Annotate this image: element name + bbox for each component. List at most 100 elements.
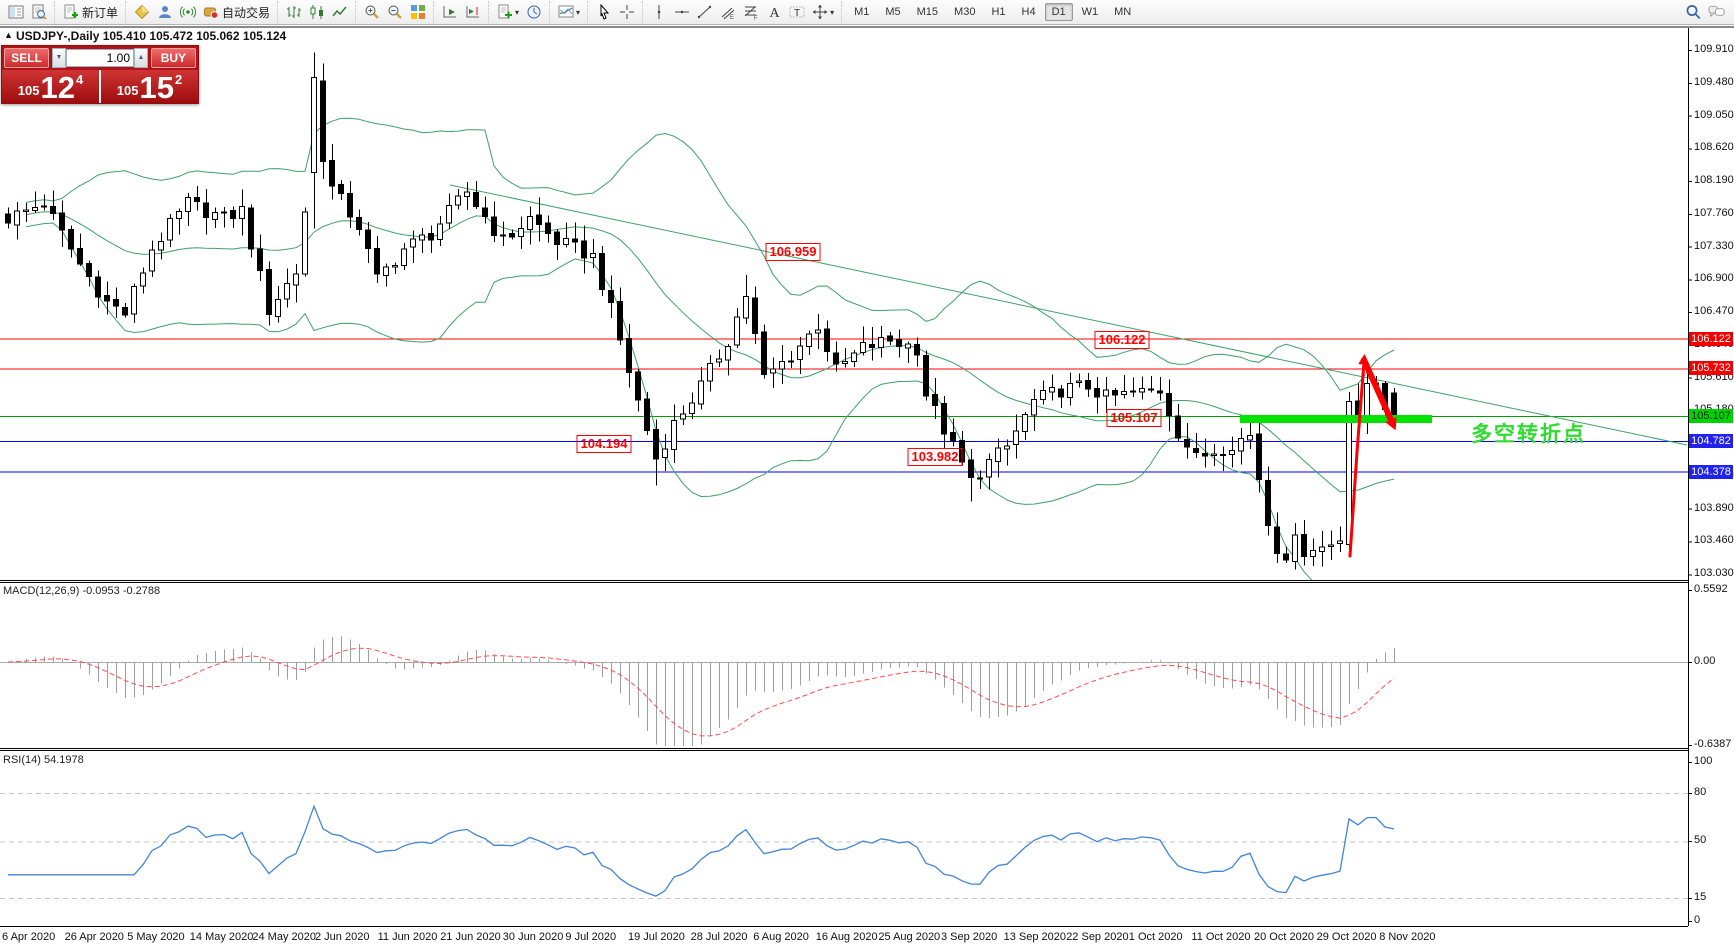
- chart-shift-button[interactable]: [461, 1, 484, 23]
- price-callout-106.122[interactable]: 106.122: [1094, 331, 1150, 349]
- toolbar-group: ▾: [549, 1, 587, 23]
- auto-scroll-icon: [441, 4, 458, 20]
- date-tick-label: 8 Nov 2020: [1379, 931, 1436, 943]
- toolbar-group: [587, 1, 642, 23]
- line-chart-button[interactable]: [328, 1, 351, 23]
- trade-panel-prices: 105 12 4 105 15 2: [2, 70, 198, 103]
- date-tick-label: 24 May 2020: [252, 931, 316, 943]
- date-tick-label: 13 Sep 2020: [1003, 931, 1066, 943]
- volume-decrease-button[interactable]: ▼: [52, 48, 66, 68]
- date-tick-label: 20 Oct 2020: [1254, 931, 1314, 943]
- svg-text:A: A: [769, 6, 780, 20]
- dropdown-arrow-icon: ▾: [515, 7, 520, 17]
- svg-text:T: T: [794, 8, 800, 19]
- data-window-button[interactable]: [27, 1, 50, 23]
- arrows-icon: [811, 4, 828, 20]
- fibonacci-button[interactable]: F: [739, 1, 762, 23]
- chart-template-button[interactable]: ▾: [554, 1, 583, 23]
- candle-chart-button[interactable]: [305, 1, 328, 23]
- crosshair-button[interactable]: [615, 1, 638, 23]
- cursor-button[interactable]: [592, 1, 615, 23]
- toolbar-group: [0, 1, 54, 23]
- label-button[interactable]: T: [785, 1, 808, 23]
- period-clock-button[interactable]: [522, 1, 545, 23]
- sell-button[interactable]: SELL: [4, 48, 50, 68]
- buy-price[interactable]: 105 15 2: [101, 70, 198, 103]
- signals-button[interactable]: [176, 1, 199, 23]
- buy-price-sup: 2: [174, 72, 183, 87]
- hline-button[interactable]: [670, 1, 693, 23]
- bar-chart-icon: [285, 4, 302, 20]
- timeframe-m15[interactable]: M15: [916, 6, 939, 18]
- volume-input[interactable]: [66, 49, 134, 67]
- vline-button[interactable]: [647, 1, 670, 23]
- price-callout-103.982[interactable]: 103.982: [907, 448, 963, 466]
- trendline-button[interactable]: [693, 1, 716, 23]
- svg-text:F: F: [754, 16, 758, 21]
- chart-panel-icon: [7, 4, 24, 20]
- chat-icon: [1708, 4, 1725, 20]
- buy-button[interactable]: BUY: [150, 48, 196, 68]
- red-arrow-2[interactable]: [1361, 357, 1395, 425]
- zoom-in-button[interactable]: [360, 1, 383, 23]
- timeframe-mn[interactable]: MN: [1114, 6, 1132, 18]
- metaeditor-button[interactable]: [130, 1, 153, 23]
- timeframe-d1[interactable]: D1: [1044, 3, 1073, 21]
- descending-trendline[interactable]: [449, 184, 1688, 446]
- sell-price[interactable]: 105 12 4: [2, 70, 101, 103]
- chart-template-icon: [557, 4, 574, 20]
- autotrade-icon: [202, 4, 219, 20]
- tile-windows-icon: [409, 4, 426, 20]
- channel-button[interactable]: E: [716, 1, 739, 23]
- annotation-text[interactable]: 多空转折点: [1471, 423, 1586, 446]
- price-callout-104.194[interactable]: 104.194: [576, 435, 632, 453]
- support-highlight-bar[interactable]: [1240, 415, 1432, 423]
- macd-tick-label: -0.6387: [1694, 738, 1732, 750]
- volume-increase-button[interactable]: ▲: [134, 48, 148, 68]
- price-tick-label: 109.910: [1694, 43, 1734, 55]
- timeframe-h4[interactable]: H4: [1021, 6, 1036, 18]
- arrows-button[interactable]: ▾: [808, 1, 837, 23]
- timeframe-m30[interactable]: M30: [954, 6, 976, 18]
- macd-tick-label: 0.00: [1694, 655, 1716, 667]
- toolbar-group: 自动交易: [125, 1, 277, 23]
- zoom-out-button[interactable]: [383, 1, 406, 23]
- templates-button[interactable]: ▾: [493, 1, 522, 23]
- dropdown-arrow-icon: ▾: [830, 7, 835, 17]
- new-order-label: 新订单: [82, 5, 119, 20]
- price-tick-label: 107.760: [1694, 206, 1734, 219]
- rsi-tick-label: 50: [1694, 834, 1707, 846]
- tile-windows-button[interactable]: [406, 1, 429, 23]
- macd-indicator-label: MACD(12,26,9) -0.0953 -0.2788: [3, 585, 161, 597]
- price-tick-label: 108.620: [1694, 141, 1734, 154]
- bar-chart-button[interactable]: [282, 1, 305, 23]
- timeframe-w1[interactable]: W1: [1081, 6, 1099, 18]
- price-tick-label: 108.190: [1694, 174, 1734, 187]
- timeframe-h1[interactable]: H1: [991, 6, 1006, 18]
- price-tick-label: 103.890: [1694, 501, 1734, 514]
- text-button[interactable]: A: [762, 1, 785, 23]
- line-chart-icon: [331, 4, 348, 20]
- price-callout-105.107[interactable]: 105.107: [1106, 409, 1162, 427]
- date-tick-label: 14 May 2020: [189, 931, 254, 943]
- candles: [5, 52, 1397, 570]
- date-tick-label: 29 Oct 2020: [1316, 931, 1377, 943]
- timeframe-m1[interactable]: M1: [854, 6, 870, 18]
- date-tick-label: 6 Apr 2020: [2, 931, 56, 943]
- new-order-button[interactable]: 新订单: [59, 1, 121, 23]
- price-callout-106.959[interactable]: 106.959: [765, 243, 821, 261]
- price-badge-104.782: 104.782: [1689, 433, 1733, 448]
- search-button[interactable]: [1682, 1, 1705, 23]
- main-chart-pane: [0, 52, 1688, 580]
- chat-button[interactable]: [1705, 1, 1728, 23]
- rsi-tick-label: 80: [1694, 786, 1707, 798]
- community-button[interactable]: [153, 1, 176, 23]
- autotrade-button[interactable]: 自动交易: [199, 1, 273, 23]
- timeframe-m5[interactable]: M5: [885, 6, 901, 18]
- chart-panel-button[interactable]: [4, 1, 27, 23]
- bollinger-lower-band: [25, 222, 1313, 580]
- bollinger-upper-band: [25, 117, 1395, 391]
- red-arrow-1[interactable]: [1348, 360, 1366, 558]
- auto-scroll-button[interactable]: [438, 1, 461, 23]
